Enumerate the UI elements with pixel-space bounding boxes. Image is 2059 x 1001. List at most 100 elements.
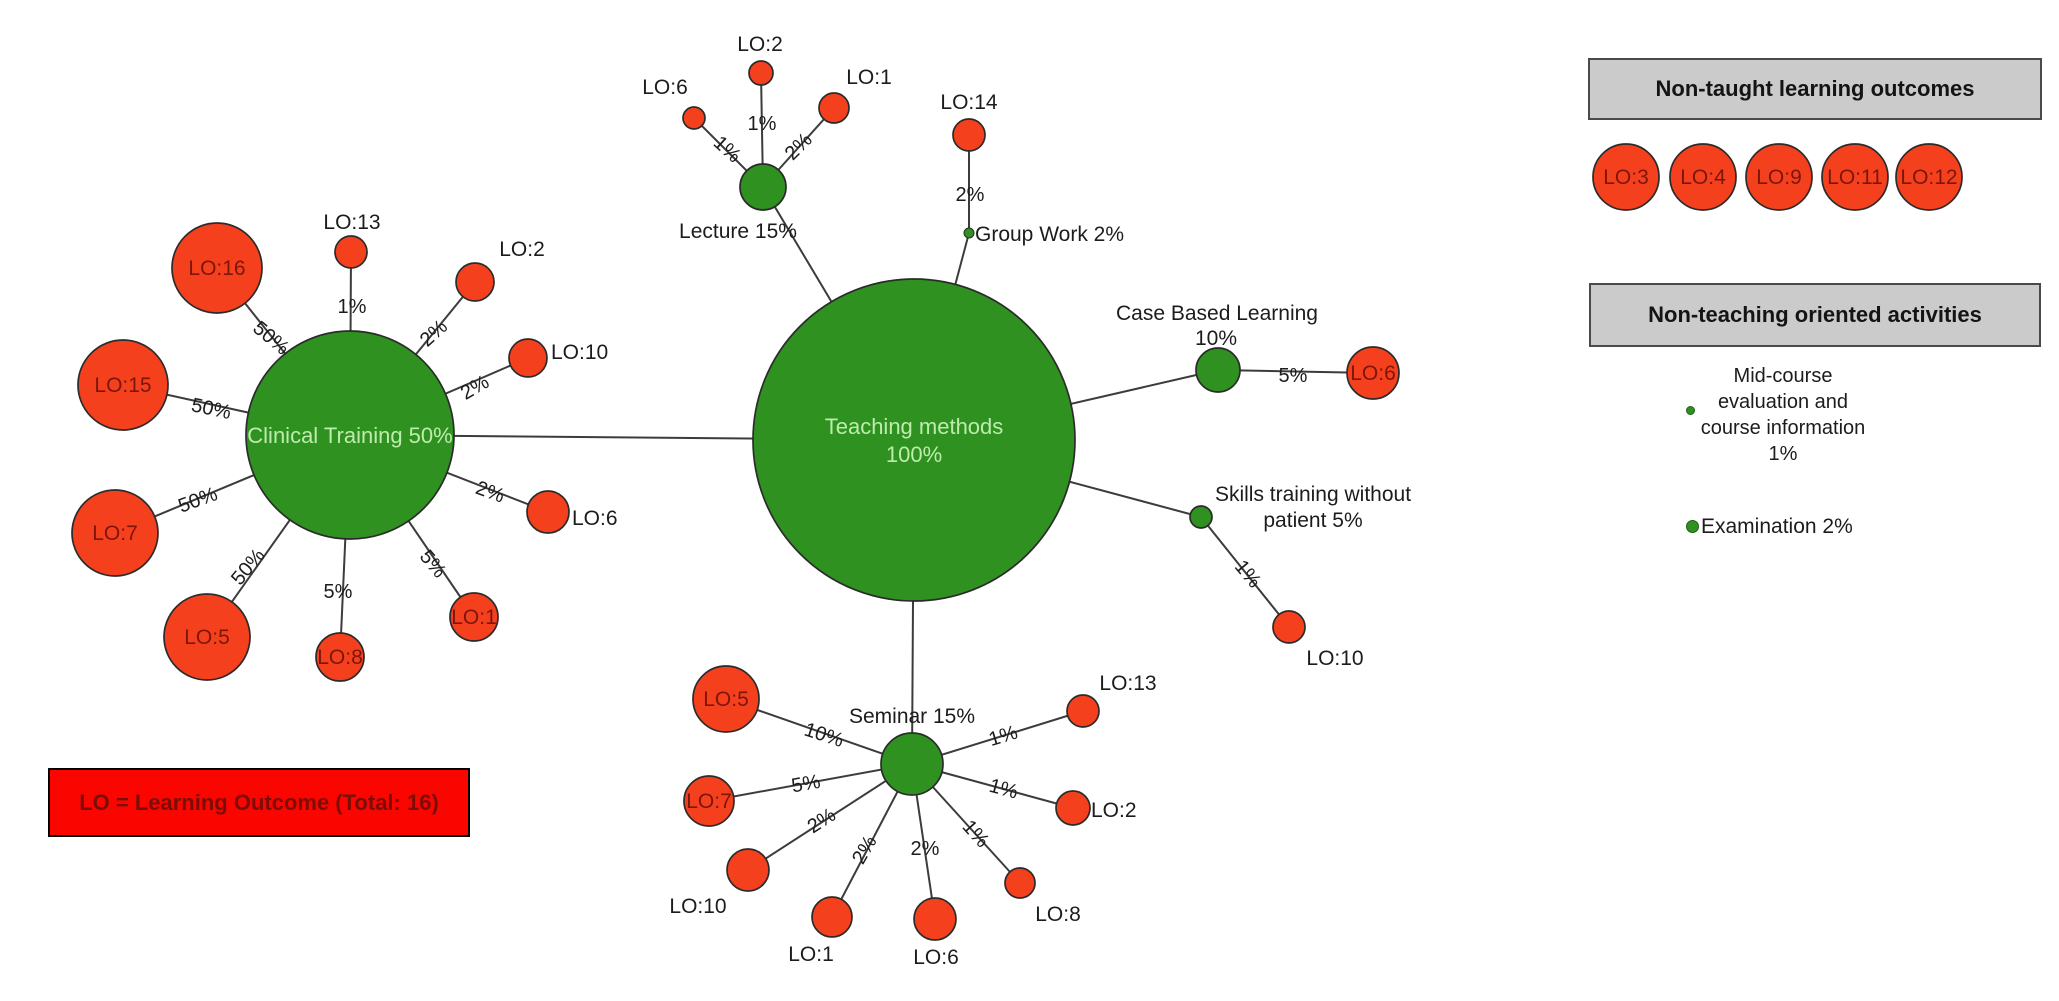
node-lo1-seminar bbox=[811, 896, 853, 938]
midcourse-evaluation-text: Mid-course evaluation and course informa… bbox=[1700, 365, 1866, 465]
node-label-lo7-seminar: LO:7 bbox=[686, 790, 732, 813]
float-label-lo-13-21: LO:13 bbox=[1099, 672, 1156, 695]
edge-label-seminar-lo10-seminar: 2% bbox=[804, 804, 840, 838]
edge-seminar-lo7-seminar bbox=[708, 763, 913, 802]
non-taught-outcomes-title: Non-taught learning outcomes bbox=[1655, 76, 1975, 101]
node-lo7-clinical bbox=[71, 489, 159, 577]
node-lo11-nontaught bbox=[1821, 143, 1889, 211]
node-lo10-skills bbox=[1272, 610, 1306, 644]
node-lo14-groupwork bbox=[952, 118, 986, 152]
float-label-lo-1-17: LO:1 bbox=[788, 943, 834, 966]
node-label-lo1-clinical: LO:1 bbox=[451, 606, 497, 629]
float-label-lo-10-10: LO:10 bbox=[1306, 647, 1363, 670]
node-label-lo4-nontaught: LO:4 bbox=[1680, 166, 1726, 189]
edge-label-clinical-training-lo7-clinical: 50% bbox=[175, 483, 220, 517]
edge-seminar-lo10-seminar bbox=[747, 763, 913, 871]
node-lo15-clinical bbox=[77, 339, 169, 431]
node-lo8-clinical bbox=[315, 632, 365, 682]
edge-label-seminar-lo7-seminar: 5% bbox=[790, 771, 823, 798]
node-lo6-lecture bbox=[682, 106, 706, 130]
node-lo1-lecture bbox=[818, 92, 850, 124]
edge-label-clinical-training-lo6-clinical: 2% bbox=[473, 477, 508, 508]
node-case-based-learning bbox=[1195, 347, 1241, 393]
node-lo16-clinical bbox=[171, 222, 263, 314]
edge-label-case-based-learning-lo6-cbl: 5% bbox=[1279, 365, 1308, 387]
node-label-lo9-nontaught: LO:9 bbox=[1756, 166, 1802, 189]
node-seminar bbox=[880, 732, 944, 796]
node-label-lo12-nontaught: LO:12 bbox=[1900, 166, 1957, 189]
node-lo7-seminar bbox=[683, 775, 735, 827]
node-label-lo8-clinical: LO:8 bbox=[317, 646, 363, 669]
float-label-lo-10-16: LO:10 bbox=[669, 895, 726, 918]
node-lo3-nontaught bbox=[1592, 143, 1660, 211]
float-label-10--7: 10% bbox=[1195, 327, 1237, 350]
edge-label-clinical-training-lo1-clinical: 5% bbox=[415, 546, 451, 582]
float-label-lo-2-20: LO:2 bbox=[1091, 799, 1137, 822]
node-lo10-clinical bbox=[508, 338, 548, 378]
node-lo5-clinical bbox=[163, 593, 251, 681]
node-lo12-nontaught bbox=[1895, 143, 1963, 211]
float-label-lo-14-3: LO:14 bbox=[940, 91, 998, 114]
float-label-lo-6-0: LO:6 bbox=[642, 76, 688, 99]
node-lo6-seminar bbox=[913, 897, 957, 941]
edge-label-clinical-training-lo13-clinical: 1% bbox=[338, 296, 367, 318]
float-label-lo-6-18: LO:6 bbox=[913, 946, 959, 969]
edge-label-clinical-training-lo5-clinical: 50% bbox=[227, 545, 270, 590]
node-group-work bbox=[963, 227, 975, 239]
node-lo1-clinical bbox=[449, 592, 499, 642]
float-label-lecture-15--4: Lecture 15% bbox=[679, 220, 797, 243]
examination-bullet-dot-icon bbox=[1686, 520, 1699, 533]
edge-label-seminar-lo1-seminar: 2% bbox=[848, 832, 882, 868]
edge-label-clinical-training-lo15-clinical: 50% bbox=[189, 394, 233, 424]
node-lo13-clinical bbox=[334, 235, 368, 269]
node-lo4-nontaught bbox=[1669, 143, 1737, 211]
examination-text: Examination 2% bbox=[1701, 515, 1853, 538]
float-label-lo-2-1: LO:2 bbox=[737, 33, 783, 56]
node-lo2-lecture bbox=[748, 60, 774, 86]
float-label-skills-training-without-8: Skills training without bbox=[1215, 483, 1411, 506]
node-label-lo15-clinical: LO:15 bbox=[94, 374, 151, 397]
node-label-lo3-nontaught: LO:3 bbox=[1603, 166, 1649, 189]
lo-legend-note-box: LO = Learning Outcome (Total: 16) bbox=[48, 768, 470, 837]
float-label-lo-13-11: LO:13 bbox=[323, 211, 380, 234]
node-lo9-nontaught bbox=[1745, 143, 1813, 211]
node-label-lo5-seminar: LO:5 bbox=[703, 688, 749, 711]
node-label-lo11-nontaught: LO:11 bbox=[1827, 166, 1883, 189]
float-label-seminar-15--15: Seminar 15% bbox=[849, 705, 975, 728]
non-teaching-activities-header: Non-teaching oriented activities bbox=[1589, 283, 2041, 347]
node-lo8-seminar bbox=[1004, 867, 1036, 899]
edge-label-clinical-training-lo8-clinical: 5% bbox=[324, 581, 353, 603]
edge-label-seminar-lo5-seminar: 10% bbox=[801, 719, 846, 752]
node-label-clinical-training: Clinical Training 50% bbox=[247, 423, 452, 448]
node-teaching-methods bbox=[752, 278, 1076, 602]
float-label-lo-8-19: LO:8 bbox=[1035, 903, 1081, 926]
node-label-teaching-methods: 100% bbox=[886, 442, 942, 467]
float-label-lo-6-14: LO:6 bbox=[572, 507, 618, 530]
node-lecture bbox=[739, 163, 787, 211]
float-label-case-based-learning-6: Case Based Learning bbox=[1116, 302, 1318, 325]
non-teaching-activities-title: Non-teaching oriented activities bbox=[1648, 302, 1982, 327]
node-lo6-cbl bbox=[1346, 346, 1400, 400]
node-lo2-seminar bbox=[1055, 790, 1091, 826]
node-lo5-seminar bbox=[692, 665, 760, 733]
node-clinical-training bbox=[245, 330, 455, 540]
edge-label-lecture-lo2-lecture: 1% bbox=[748, 113, 777, 135]
edge-label-clinical-training-lo2-clinical: 2% bbox=[416, 316, 452, 352]
float-label-group-work-2--5: Group Work 2% bbox=[975, 223, 1124, 246]
midcourse-bullet-dot-icon bbox=[1686, 406, 1695, 415]
node-label-lo7-clinical: LO:7 bbox=[92, 522, 138, 545]
edge-label-skills-training-lo10-skills: 1% bbox=[1230, 556, 1266, 592]
edge-label-group-work-lo14-groupwork: 2% bbox=[956, 184, 985, 206]
node-label-lo6-cbl: LO:6 bbox=[1350, 362, 1396, 385]
lo-legend-note-text: LO = Learning Outcome (Total: 16) bbox=[79, 789, 439, 815]
edge-label-seminar-lo6-seminar: 2% bbox=[911, 838, 940, 860]
float-label-lo-2-12: LO:2 bbox=[499, 238, 545, 261]
non-taught-outcomes-header: Non-taught learning outcomes bbox=[1588, 58, 2042, 120]
edge-label-seminar-lo13-seminar: 1% bbox=[986, 721, 1020, 751]
node-lo13-seminar bbox=[1066, 694, 1100, 728]
edge-skills-training-lo10-skills bbox=[1200, 516, 1290, 628]
node-skills-training bbox=[1189, 505, 1213, 529]
node-lo6-clinical bbox=[526, 490, 570, 534]
